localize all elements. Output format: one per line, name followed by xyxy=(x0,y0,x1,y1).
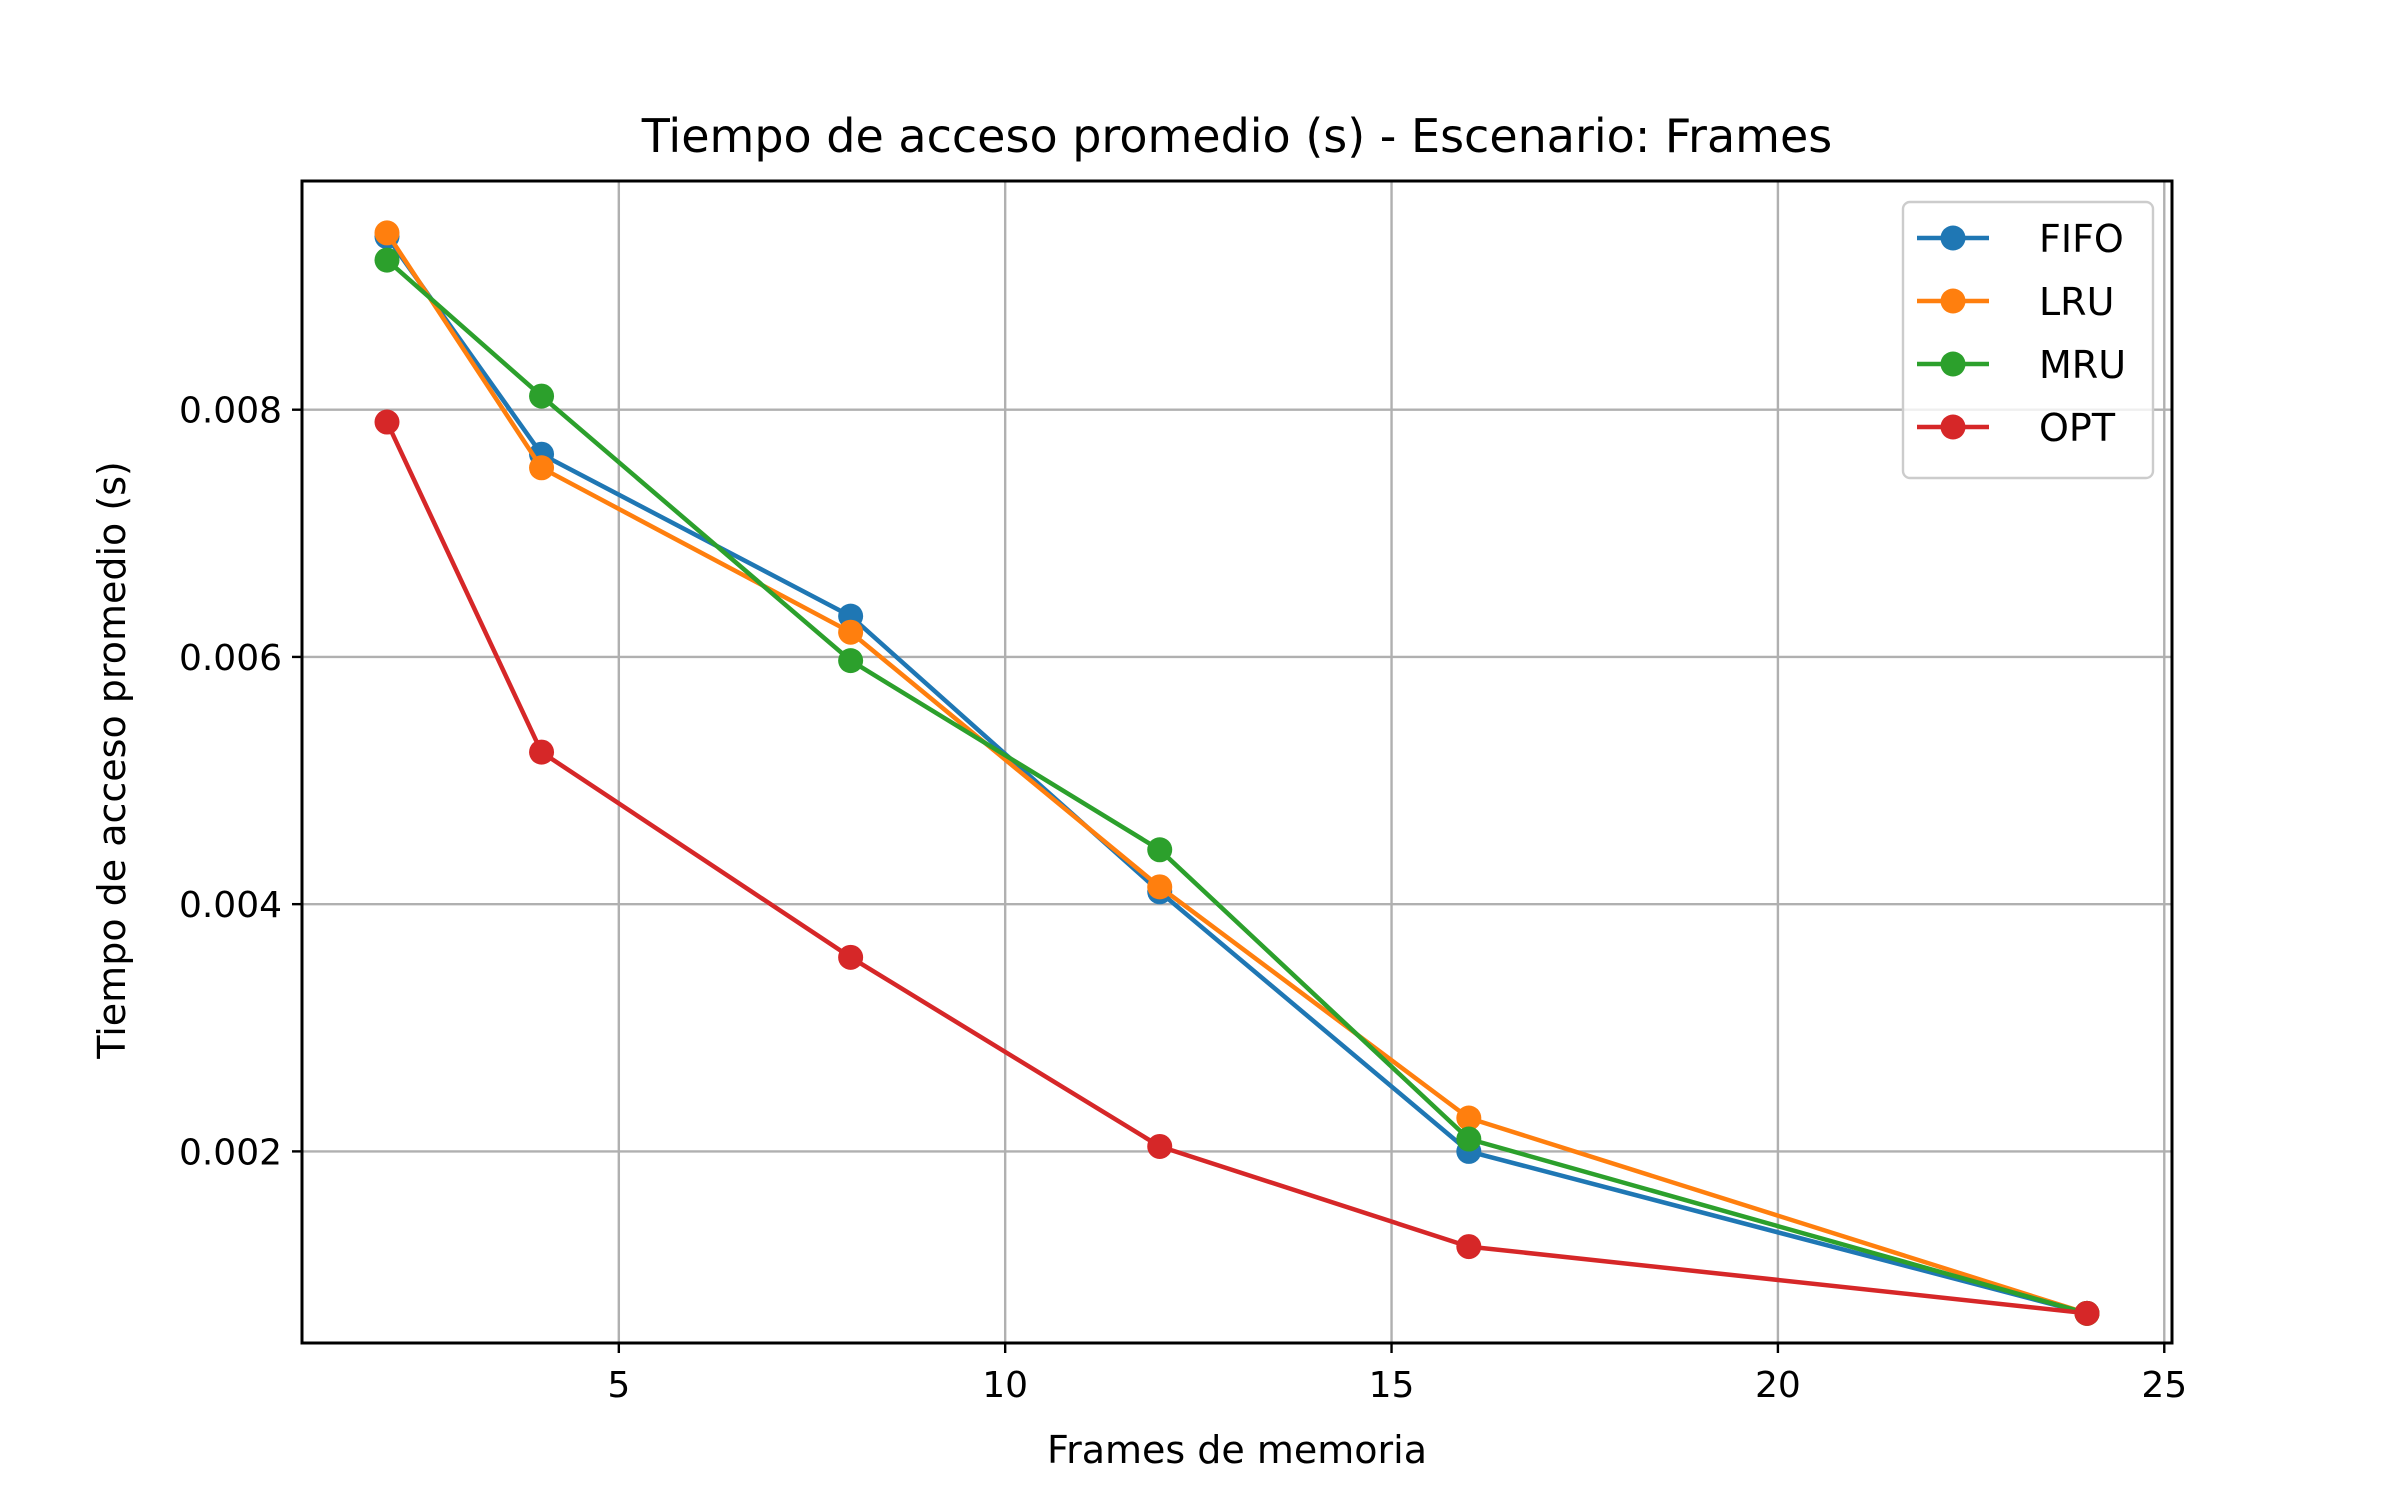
data-point-lru xyxy=(838,619,864,645)
data-point-opt xyxy=(838,944,864,970)
x-tick-label: 15 xyxy=(1369,1365,1415,1406)
series-layer xyxy=(374,220,2100,1326)
legend-swatch-marker xyxy=(1940,414,1966,440)
legend-item-fifo: FIFO xyxy=(1917,217,2124,261)
legend: FIFO LRU MRU OPT xyxy=(1901,200,2155,480)
legend-swatch-marker xyxy=(1940,225,1966,251)
y-tick-label: 0.006 xyxy=(179,638,282,679)
data-point-mru xyxy=(374,247,400,273)
plot-frame xyxy=(300,179,2174,1345)
series-line-mru xyxy=(384,257,2090,1316)
data-point-opt xyxy=(1147,1133,1173,1159)
series-opt xyxy=(374,409,2100,1326)
legend-swatch-marker xyxy=(1940,288,1966,314)
legend-item-opt: OPT xyxy=(1917,406,2116,450)
series-line-opt xyxy=(384,419,2090,1316)
data-point-mru xyxy=(529,383,555,409)
chart-title: Tiempo de acceso promedio (s) - Escenari… xyxy=(641,109,1832,163)
legend-label: OPT xyxy=(2039,406,2116,450)
y-tick-label: 0.008 xyxy=(179,391,282,432)
data-point-opt xyxy=(529,739,555,765)
y-tick-label: 0.002 xyxy=(179,1132,282,1173)
data-point-mru xyxy=(1147,837,1173,863)
x-tick-label: 10 xyxy=(982,1365,1028,1406)
y-axis-label: Tiempo de acceso promedio (s) xyxy=(90,461,134,1060)
y-tick-label: 0.004 xyxy=(179,885,282,926)
x-tick-label: 20 xyxy=(1755,1365,1801,1406)
x-tick-label: 25 xyxy=(2141,1365,2187,1406)
legend-swatch-marker xyxy=(1940,351,1966,377)
series-line-lru xyxy=(384,230,2090,1316)
data-point-lru xyxy=(1147,874,1173,900)
x-tick-label: 5 xyxy=(607,1365,630,1406)
data-point-mru xyxy=(838,648,864,674)
data-point-lru xyxy=(529,455,555,481)
x-axis-label: Frames de memoria xyxy=(1047,1428,1427,1472)
data-point-lru xyxy=(374,220,400,246)
legend-label: LRU xyxy=(2039,280,2114,324)
axis-ticks: 5 10 15 20 25 0.002 0.004 0.006 0.008 xyxy=(179,391,2187,1406)
legend-item-lru: LRU xyxy=(1917,280,2114,324)
data-point-opt xyxy=(374,409,400,435)
legend-label: FIFO xyxy=(2039,217,2124,261)
data-point-opt xyxy=(1456,1234,1482,1260)
data-point-mru xyxy=(1456,1126,1482,1152)
legend-label: MRU xyxy=(2039,343,2126,387)
legend-item-mru: MRU xyxy=(1917,343,2126,387)
data-point-lru xyxy=(1456,1105,1482,1131)
legend-box xyxy=(1901,200,2155,480)
data-point-opt xyxy=(2074,1300,2100,1326)
